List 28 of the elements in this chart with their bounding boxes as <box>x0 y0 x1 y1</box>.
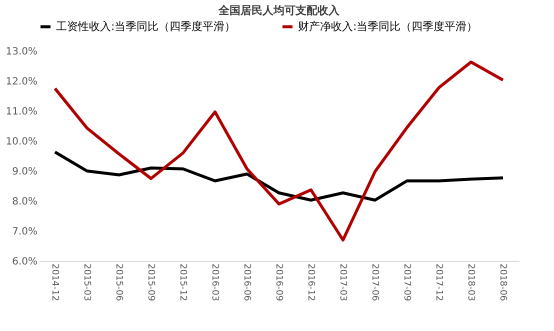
x-tick-label: 2015-12 <box>178 264 188 302</box>
legend-label: 财产净收入:当季同比（四季度平滑） <box>298 20 478 33</box>
y-tick-label: 10.0% <box>6 136 38 148</box>
x-tick-label: 2015-09 <box>146 264 156 302</box>
x-tick-label: 2015-03 <box>82 264 92 302</box>
x-tick-label: 2017-12 <box>434 264 444 302</box>
chart-title: 全国居民人均可支配收入 <box>218 4 340 17</box>
legend-label: 工资性收入:当季同比（四季度平滑） <box>56 20 236 33</box>
line-series <box>54 150 504 202</box>
y-tick-label: 6.0% <box>12 256 38 268</box>
x-tick-label: 2018-06 <box>498 264 508 302</box>
y-tick-label: 7.0% <box>12 226 38 238</box>
x-tick-label: 2018-03 <box>466 264 476 302</box>
x-tick-label: 2017-09 <box>402 264 412 302</box>
x-tick-label: 2017-06 <box>370 264 380 302</box>
y-tick-label: 13.0% <box>6 46 38 58</box>
x-tick-label: 2017-03 <box>338 264 348 302</box>
x-tick-label: 2016-06 <box>242 264 252 302</box>
y-tick-label: 12.0% <box>6 76 38 88</box>
line-series <box>54 60 504 242</box>
x-tick-label: 2015-06 <box>114 264 124 302</box>
y-tick-label: 9.0% <box>12 166 38 178</box>
x-tick-label: 2016-12 <box>306 264 316 302</box>
y-tick-label: 8.0% <box>12 196 38 208</box>
x-tick-label: 2016-09 <box>274 264 284 302</box>
y-tick-label: 11.0% <box>6 106 38 118</box>
x-tick-label: 2014-12 <box>50 264 60 302</box>
x-tick-label: 2016-03 <box>210 264 220 302</box>
